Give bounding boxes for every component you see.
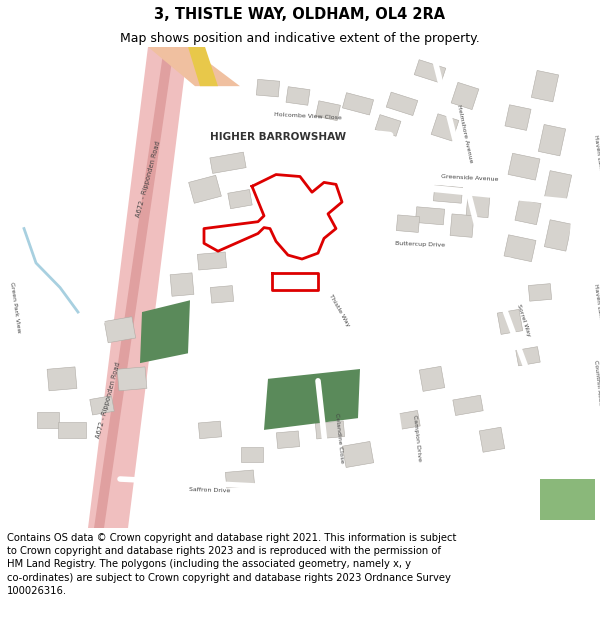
Text: Contains OS data © Crown copyright and database right 2021. This information is : Contains OS data © Crown copyright and d… (7, 533, 457, 596)
Bar (343, 92, 374, 115)
Bar (277, 431, 299, 449)
Text: Greenside Avenue: Greenside Avenue (441, 174, 499, 182)
Polygon shape (188, 47, 218, 86)
Bar (516, 347, 540, 366)
Bar (316, 101, 340, 121)
Text: HIGHER BARROWSHAW: HIGHER BARROWSHAW (210, 132, 346, 142)
Bar (256, 79, 280, 97)
Bar (431, 114, 459, 141)
Bar (188, 175, 221, 203)
Bar (37, 412, 59, 428)
Text: Buttercup Drive: Buttercup Drive (395, 241, 445, 248)
Bar (170, 273, 194, 296)
Bar (466, 194, 490, 218)
Bar (228, 189, 252, 209)
Bar (504, 235, 536, 262)
Bar (414, 60, 446, 83)
Bar (529, 284, 551, 301)
Bar (316, 421, 344, 439)
Bar (415, 207, 445, 225)
Bar (433, 185, 463, 203)
Text: Counthill Road: Counthill Road (593, 360, 600, 406)
Bar (396, 411, 420, 430)
Bar (117, 367, 147, 391)
Text: A672 - Ripponden Road: A672 - Ripponden Road (135, 141, 161, 218)
Text: Thistle Way: Thistle Way (328, 293, 350, 327)
Bar (544, 220, 572, 251)
Bar (375, 114, 401, 136)
Bar (515, 199, 541, 225)
Bar (104, 317, 136, 342)
Text: Map shows position and indicative extent of the property.: Map shows position and indicative extent… (120, 32, 480, 45)
Bar (397, 215, 419, 232)
Text: Celandine Close: Celandine Close (334, 412, 344, 463)
Bar (386, 92, 418, 116)
Bar (90, 396, 114, 415)
Bar (58, 422, 86, 437)
Bar (286, 87, 310, 105)
Bar (197, 252, 227, 270)
Bar (419, 366, 445, 391)
Polygon shape (88, 47, 188, 528)
Text: 3, THISTLE WAY, OLDHAM, OL4 2RA: 3, THISTLE WAY, OLDHAM, OL4 2RA (154, 6, 446, 21)
Text: Green Park View: Green Park View (9, 281, 21, 333)
Text: Haven Lane: Haven Lane (593, 134, 600, 172)
Bar (508, 153, 540, 180)
Text: Sorrel Way: Sorrel Way (517, 303, 532, 337)
Bar (210, 152, 246, 173)
Bar (451, 82, 479, 109)
Bar (532, 71, 559, 102)
Bar (453, 395, 483, 416)
Bar (47, 367, 77, 391)
Text: Campion Drive: Campion Drive (412, 414, 422, 461)
Bar (538, 124, 566, 156)
Bar (479, 428, 505, 452)
Bar (497, 309, 523, 334)
Bar (211, 286, 233, 303)
Bar (505, 105, 531, 131)
Bar (450, 214, 474, 238)
Text: Holcombe View Close: Holcombe View Close (274, 112, 342, 121)
Bar (241, 447, 263, 462)
Polygon shape (540, 479, 595, 520)
Text: Haven Lane: Haven Lane (593, 283, 600, 321)
Bar (544, 171, 572, 202)
Polygon shape (94, 47, 174, 528)
Text: Saffron Drive: Saffron Drive (190, 487, 230, 493)
Polygon shape (148, 47, 240, 86)
Text: A672 - Ripponden Road: A672 - Ripponden Road (95, 362, 121, 439)
Bar (343, 441, 374, 468)
Polygon shape (264, 369, 360, 430)
Polygon shape (140, 300, 190, 363)
Bar (199, 421, 221, 439)
Bar (226, 470, 254, 488)
Text: Helmshore Avenue: Helmshore Avenue (457, 104, 473, 163)
